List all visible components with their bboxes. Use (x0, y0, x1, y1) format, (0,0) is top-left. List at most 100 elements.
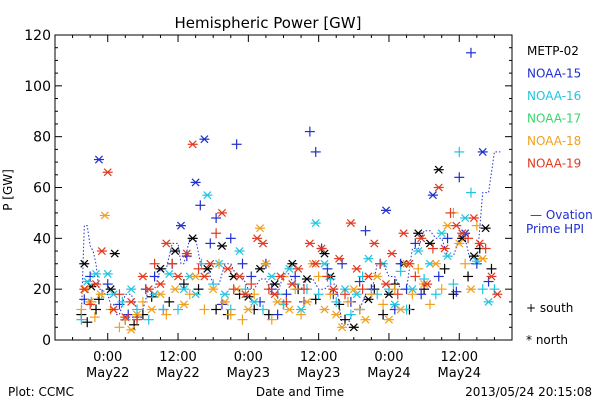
point-stroke (305, 239, 314, 248)
point-stroke (133, 310, 142, 319)
north-point (345, 219, 356, 228)
south-point (296, 309, 307, 320)
point-stroke (414, 229, 423, 238)
point-stroke (258, 239, 268, 248)
south-point (480, 243, 491, 254)
north-point (301, 297, 312, 306)
south-point (483, 276, 494, 287)
south-point (129, 319, 140, 330)
south-point (413, 263, 424, 274)
point-stroke (373, 272, 382, 281)
south-point (416, 289, 427, 300)
south-point (419, 274, 430, 284)
point-stroke (106, 285, 115, 294)
point-stroke (425, 259, 434, 268)
point-stroke (273, 297, 282, 306)
point-stroke (396, 305, 405, 314)
south-point (193, 284, 204, 295)
south-point (340, 314, 351, 325)
point-stroke (256, 224, 265, 233)
north-point (416, 234, 427, 243)
north-point (260, 259, 271, 268)
point-stroke (185, 272, 194, 281)
south-point (237, 258, 248, 269)
point-stroke (452, 221, 461, 230)
point-stroke (311, 219, 320, 228)
north-point (413, 247, 424, 256)
south-point (149, 271, 160, 282)
point-stroke (349, 285, 358, 294)
x-tick-date: May23 (227, 366, 270, 381)
south-point (76, 314, 87, 325)
south-point (161, 309, 172, 320)
south-point (211, 228, 222, 239)
south-point (149, 258, 160, 269)
south-point (304, 126, 315, 137)
south-point (463, 271, 474, 282)
north-point (181, 249, 192, 258)
point-stroke (332, 310, 341, 319)
north-point (395, 305, 406, 314)
north-point (310, 219, 321, 228)
point-stroke (144, 285, 153, 294)
south-point (193, 263, 204, 274)
north-point (468, 213, 479, 223)
north-point (284, 264, 295, 273)
south-point (454, 146, 465, 157)
point-stroke (110, 249, 119, 258)
point-stroke (220, 297, 229, 306)
north-point (351, 264, 362, 273)
south-point (173, 304, 184, 315)
south-point (465, 47, 476, 58)
south-point (158, 304, 169, 315)
axis-ticks (54, 34, 513, 341)
point-stroke (285, 264, 294, 273)
point-stroke (156, 290, 165, 299)
south-point (354, 304, 365, 315)
south-point (454, 172, 465, 183)
point-stroke (384, 315, 393, 324)
north-point (190, 178, 201, 187)
south-point (460, 258, 471, 269)
point-stroke (188, 140, 197, 149)
north-point (155, 290, 166, 299)
x-tick-time: 0:00 (93, 350, 122, 365)
north-point (316, 244, 327, 253)
south-point (137, 296, 148, 307)
south-point (132, 314, 143, 325)
point-stroke (188, 234, 197, 243)
ovation-line (80, 151, 501, 326)
point-stroke (127, 297, 136, 306)
point-stroke (220, 290, 229, 299)
south-point (313, 271, 324, 282)
north-point (155, 264, 166, 273)
point-stroke (297, 305, 306, 314)
south-point (263, 284, 274, 295)
south-point (310, 146, 321, 157)
point-stroke (484, 297, 493, 306)
north-point (348, 285, 359, 294)
north-point (93, 155, 104, 164)
legend-item: NOAA-16 (527, 89, 581, 103)
south-point (132, 304, 143, 315)
north-point (99, 211, 110, 220)
point-stroke (405, 259, 414, 268)
legend-item: NOAA-19 (527, 157, 581, 171)
point-stroke (156, 280, 165, 289)
north-point (199, 272, 210, 281)
point-stroke (352, 290, 361, 299)
south-point (395, 266, 406, 277)
south-point (290, 284, 301, 295)
north-point (202, 191, 213, 200)
south-point (433, 271, 444, 282)
south-point (214, 258, 225, 269)
north-point (109, 249, 120, 258)
legend: METP-02 NOAA-15 NOAA-16 NOAA-17 NOAA-18 NOAA-… (527, 44, 581, 171)
north-point (219, 290, 230, 299)
point-stroke (466, 285, 476, 294)
point-stroke (382, 280, 391, 289)
south-point (465, 187, 476, 198)
point-stroke (80, 285, 89, 294)
north-point (477, 147, 488, 156)
point-stroke (235, 247, 244, 256)
